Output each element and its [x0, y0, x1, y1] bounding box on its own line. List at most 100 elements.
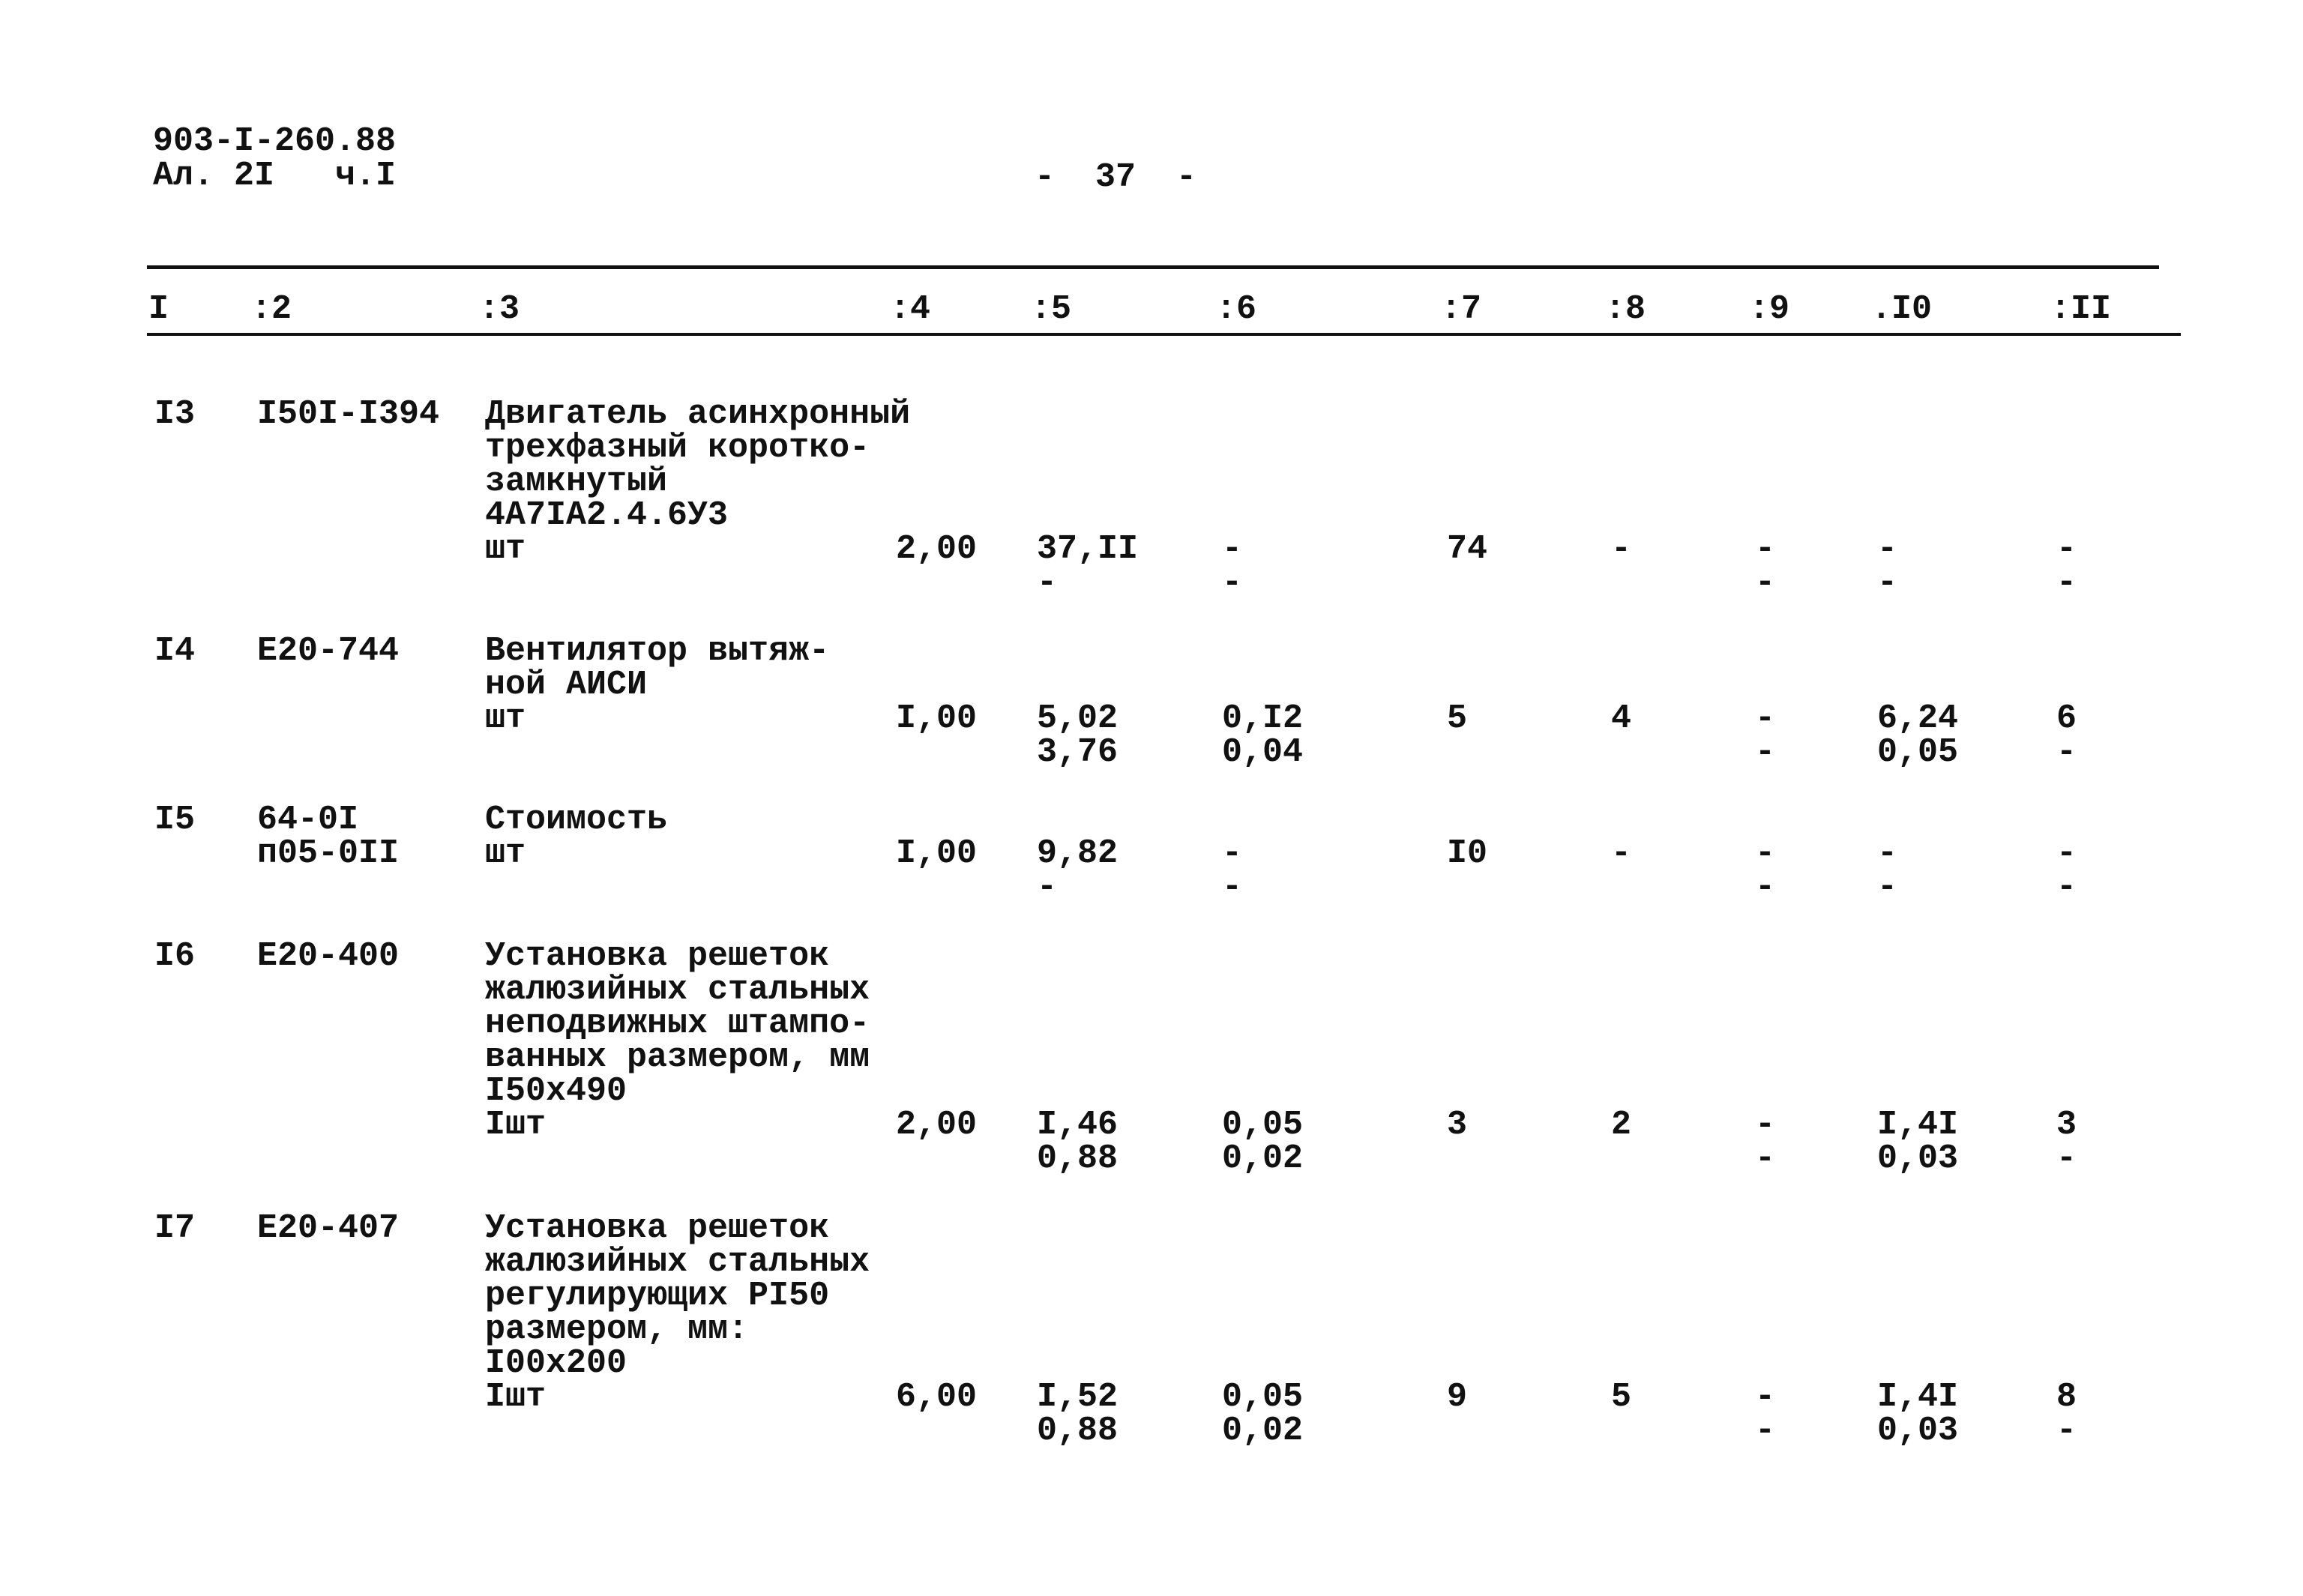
- value-col11-upper: 8: [2056, 1378, 2077, 1416]
- value-col6-lower: 0,02: [1222, 1412, 1304, 1450]
- description-line: шт: [485, 834, 526, 873]
- quantity: 2,00: [896, 530, 978, 568]
- value-col8-upper: 5: [1611, 1378, 1632, 1416]
- value-col10-upper: I,4I: [1877, 1378, 1959, 1416]
- value-col8-upper: 4: [1611, 699, 1632, 738]
- quantity: I,00: [896, 699, 978, 738]
- description-line: регулирующих РI50: [485, 1277, 830, 1315]
- column-header-5: :5: [1031, 290, 1072, 328]
- column-header-7: :7: [1441, 290, 1482, 328]
- description-line: I00х200: [485, 1344, 627, 1382]
- code-line: Е20-400: [257, 937, 400, 975]
- value-col8-upper: -: [1611, 530, 1632, 568]
- value-col5-lower: 0,88: [1037, 1139, 1119, 1178]
- value-col7-upper: 74: [1447, 530, 1488, 568]
- quantity: 2,00: [896, 1106, 978, 1144]
- code-line: I50I-I394: [257, 395, 440, 433]
- code-line: 64-0I: [257, 801, 359, 839]
- description-line: Iшт: [485, 1378, 547, 1416]
- value-col5-upper: I,46: [1037, 1106, 1119, 1144]
- description-line: размером, мм:: [485, 1310, 749, 1349]
- description-line: Вентилятор вытяж-: [485, 632, 830, 670]
- value-col6-upper: 0,I2: [1222, 699, 1304, 738]
- column-header-1: I: [148, 290, 169, 328]
- description-line: трехфазный коротко-: [485, 429, 870, 467]
- value-col8-upper: 2: [1611, 1106, 1632, 1144]
- document-code: 903-I-260.88: [153, 122, 397, 160]
- value-col10-upper: -: [1877, 834, 1898, 873]
- top-rule: [147, 265, 2159, 269]
- description-line: неподвижных штампо-: [485, 1005, 870, 1043]
- value-col9-upper: -: [1755, 1106, 1776, 1144]
- value-col6-lower: 0,04: [1222, 733, 1304, 771]
- value-col11-lower: -: [2056, 868, 2077, 906]
- description-line: Двигатель асинхронный: [485, 395, 911, 433]
- value-col9-upper: -: [1755, 834, 1776, 873]
- value-col9-upper: -: [1755, 1378, 1776, 1416]
- description-line: жалюзийных стальных: [485, 971, 870, 1009]
- description-line: I50х490: [485, 1072, 627, 1110]
- row-number: I4: [154, 632, 196, 670]
- description-line: Iшт: [485, 1106, 547, 1144]
- description-line: Установка решеток: [485, 1209, 830, 1247]
- column-header-10: .I0: [1871, 290, 1933, 328]
- value-col5-lower: 0,88: [1037, 1412, 1119, 1450]
- code-line: п05-0II: [257, 834, 400, 873]
- value-col6-lower: -: [1222, 868, 1243, 906]
- value-col7-upper: 3: [1447, 1106, 1468, 1144]
- column-header-4: :4: [890, 290, 931, 328]
- code-line: Е20-744: [257, 632, 400, 670]
- description-line: жалюзийных стальных: [485, 1243, 870, 1281]
- column-header-2: :2: [251, 290, 292, 328]
- value-col5-upper: 37,II: [1037, 530, 1139, 568]
- value-col6-lower: 0,02: [1222, 1139, 1304, 1178]
- value-col11-upper: -: [2056, 530, 2077, 568]
- value-col5-upper: 5,02: [1037, 699, 1119, 738]
- quantity: 6,00: [896, 1378, 978, 1416]
- description-line: 4А7IА2.4.6У3: [485, 496, 729, 534]
- row-number: I6: [154, 937, 196, 975]
- value-col5-lower: -: [1037, 564, 1058, 602]
- row-number: I5: [154, 801, 196, 839]
- description-line: замкнутый: [485, 463, 668, 501]
- value-col5-upper: I,52: [1037, 1378, 1119, 1416]
- description-line: шт: [485, 699, 526, 738]
- value-col10-lower: -: [1877, 564, 1898, 602]
- value-col5-lower: -: [1037, 868, 1058, 906]
- value-col7-upper: 9: [1447, 1378, 1468, 1416]
- value-col11-upper: 6: [2056, 699, 2077, 738]
- value-col5-lower: 3,76: [1037, 733, 1119, 771]
- value-col10-lower: 0,03: [1877, 1139, 1959, 1178]
- value-col7-upper: I0: [1447, 834, 1488, 873]
- value-col11-upper: 3: [2056, 1106, 2077, 1144]
- value-col6-upper: 0,05: [1222, 1106, 1304, 1144]
- value-col9-lower: -: [1755, 1139, 1776, 1178]
- value-col11-lower: -: [2056, 733, 2077, 771]
- column-header-3: :3: [479, 290, 520, 328]
- value-col9-lower: -: [1755, 1412, 1776, 1450]
- column-header-9: :9: [1749, 290, 1790, 328]
- value-col11-lower: -: [2056, 564, 2077, 602]
- value-col11-lower: -: [2056, 1412, 2077, 1450]
- page-number: - 37 -: [1035, 158, 1197, 196]
- value-col6-lower: -: [1222, 564, 1243, 602]
- value-col6-upper: -: [1222, 530, 1243, 568]
- value-col9-lower: -: [1755, 868, 1776, 906]
- description-line: Стоимость: [485, 801, 668, 839]
- value-col8-upper: -: [1611, 834, 1632, 873]
- column-header-6: :6: [1216, 290, 1257, 328]
- value-col10-lower: 0,03: [1877, 1412, 1959, 1450]
- value-col5-upper: 9,82: [1037, 834, 1119, 873]
- value-col11-upper: -: [2056, 834, 2077, 873]
- description-line: ной АИСИ: [485, 666, 648, 704]
- description-line: Установка решеток: [485, 937, 830, 975]
- value-col9-upper: -: [1755, 530, 1776, 568]
- value-col9-lower: -: [1755, 733, 1776, 771]
- value-col10-lower: -: [1877, 868, 1898, 906]
- value-col9-lower: -: [1755, 564, 1776, 602]
- value-col11-lower: -: [2056, 1139, 2077, 1178]
- header-rule: [147, 333, 2181, 336]
- value-col7-upper: 5: [1447, 699, 1468, 738]
- quantity: I,00: [896, 834, 978, 873]
- value-col10-lower: 0,05: [1877, 733, 1959, 771]
